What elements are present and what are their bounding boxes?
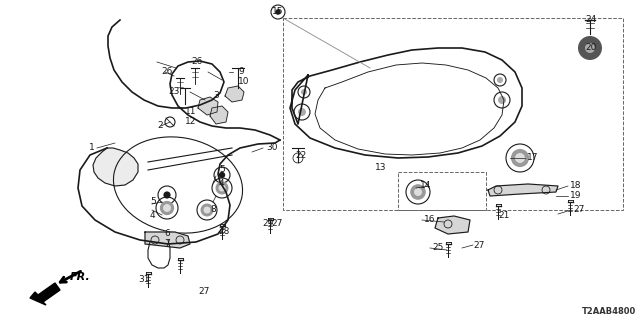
Text: 9: 9 — [238, 68, 244, 76]
Circle shape — [585, 43, 595, 53]
Text: 27: 27 — [473, 241, 484, 250]
Circle shape — [298, 108, 306, 116]
Text: 7: 7 — [164, 239, 170, 249]
Text: 1: 1 — [89, 143, 95, 153]
Text: T2AAB4800: T2AAB4800 — [582, 307, 636, 316]
Circle shape — [511, 149, 529, 167]
Text: 31: 31 — [138, 276, 150, 284]
Polygon shape — [145, 232, 190, 248]
Text: 15: 15 — [272, 7, 284, 17]
Text: 19: 19 — [570, 191, 582, 201]
Polygon shape — [198, 97, 218, 115]
Text: 11: 11 — [185, 108, 196, 116]
Circle shape — [163, 204, 171, 212]
Circle shape — [200, 204, 214, 217]
Text: 8: 8 — [210, 205, 216, 214]
Bar — [283, 18, 623, 210]
Bar — [398, 172, 486, 210]
Circle shape — [515, 153, 525, 163]
Circle shape — [301, 89, 307, 95]
Text: 18: 18 — [570, 181, 582, 190]
Circle shape — [160, 201, 174, 215]
Polygon shape — [210, 106, 228, 124]
Text: 20: 20 — [585, 44, 596, 52]
Text: 13: 13 — [375, 164, 387, 172]
Polygon shape — [30, 283, 60, 305]
Text: 6: 6 — [164, 228, 170, 237]
Circle shape — [219, 172, 225, 178]
Polygon shape — [93, 148, 138, 186]
Circle shape — [275, 9, 281, 15]
Text: 27: 27 — [271, 219, 282, 228]
Circle shape — [414, 188, 422, 196]
Polygon shape — [488, 184, 558, 196]
Polygon shape — [435, 216, 470, 234]
Circle shape — [216, 181, 228, 195]
Text: FR.: FR. — [70, 272, 91, 282]
Text: 14: 14 — [420, 181, 431, 190]
Circle shape — [497, 77, 503, 83]
Text: 5: 5 — [150, 197, 156, 206]
Text: 10: 10 — [238, 77, 250, 86]
Text: 25: 25 — [432, 244, 444, 252]
Text: 26: 26 — [191, 58, 202, 67]
Text: 2: 2 — [157, 122, 163, 131]
Text: 16: 16 — [424, 215, 435, 225]
Text: 27: 27 — [573, 205, 584, 214]
Circle shape — [204, 206, 211, 213]
Circle shape — [498, 96, 506, 104]
Text: 12: 12 — [185, 117, 196, 126]
Circle shape — [410, 184, 426, 200]
Text: 24: 24 — [585, 15, 596, 25]
Text: 28: 28 — [218, 228, 229, 236]
Text: 22: 22 — [295, 150, 307, 159]
Text: 17: 17 — [527, 154, 538, 163]
Text: 26: 26 — [161, 68, 172, 76]
Text: 5: 5 — [219, 165, 225, 174]
Text: 29: 29 — [262, 220, 274, 228]
Text: 27: 27 — [198, 287, 209, 297]
Text: 3: 3 — [213, 91, 219, 100]
Circle shape — [578, 36, 602, 60]
Text: 4: 4 — [150, 211, 156, 220]
Text: 21: 21 — [498, 211, 509, 220]
Text: 23: 23 — [168, 87, 179, 97]
Text: 4: 4 — [219, 179, 225, 188]
Circle shape — [163, 191, 171, 199]
Polygon shape — [225, 86, 244, 102]
Text: 30: 30 — [266, 143, 278, 153]
Circle shape — [218, 185, 225, 191]
